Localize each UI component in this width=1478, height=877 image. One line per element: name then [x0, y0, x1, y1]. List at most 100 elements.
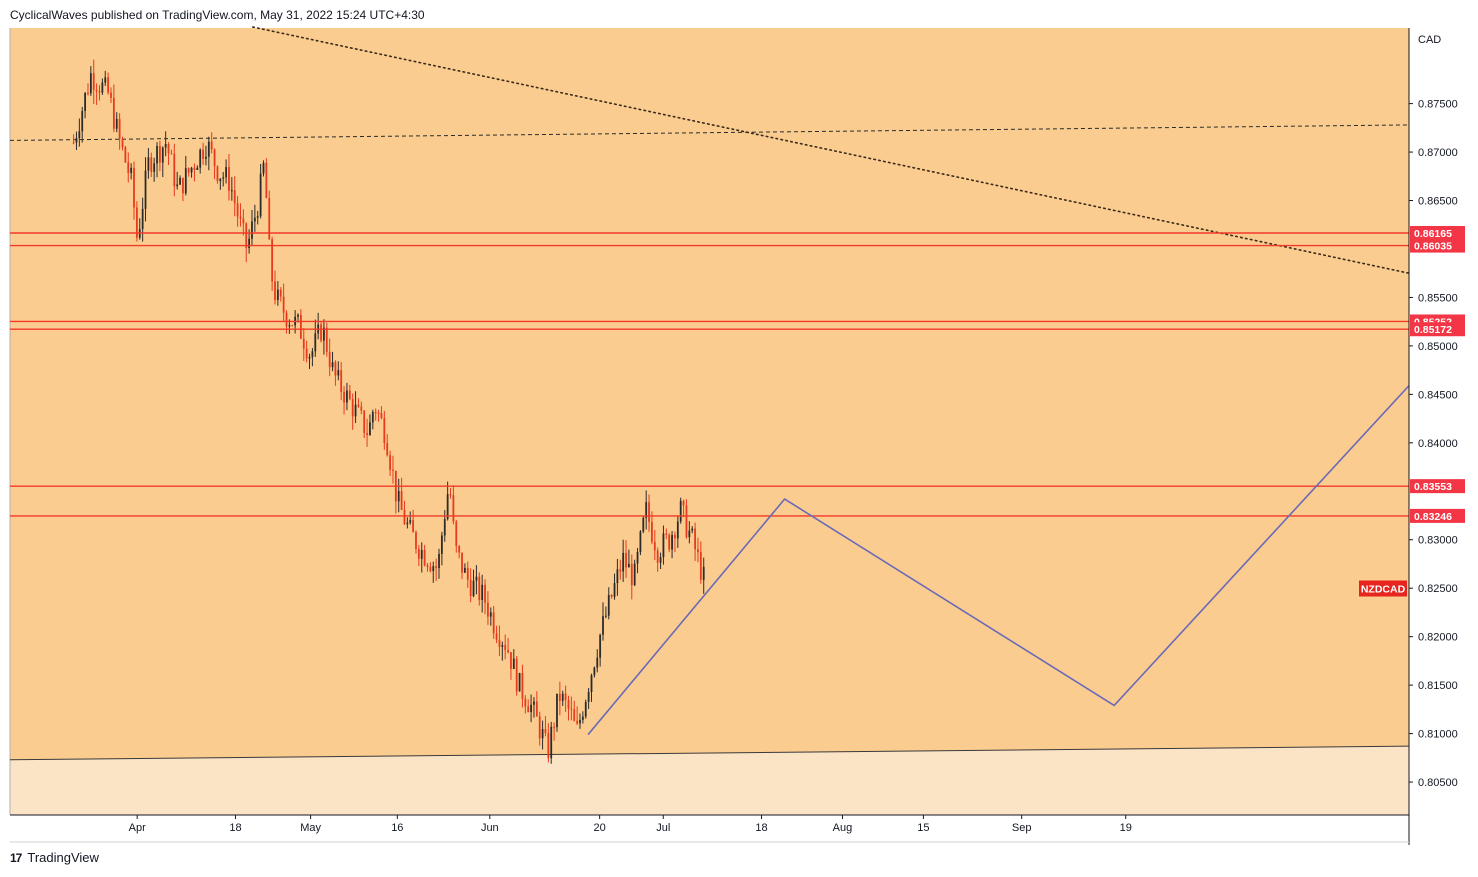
candle-body — [253, 217, 256, 222]
candle-body — [668, 534, 671, 550]
price-tick-label: 0.85500 — [1418, 292, 1458, 304]
time-tick-label: Apr — [129, 822, 146, 834]
candle-body — [190, 167, 193, 173]
candle-body — [547, 733, 550, 759]
candle-body — [202, 149, 204, 159]
candle-body — [81, 111, 84, 132]
candle-body — [694, 528, 696, 550]
candle-body — [406, 522, 409, 525]
price-chart[interactable]: 0.861650.860350.852520.851720.835530.832… — [0, 0, 1478, 845]
candle-body — [475, 576, 478, 581]
time-tick-label: 16 — [391, 822, 403, 834]
symbol-label: NZDCAD — [1361, 584, 1406, 596]
candle-body — [466, 567, 469, 580]
candle-body — [251, 221, 253, 239]
candle-body — [193, 167, 196, 170]
candle-body — [84, 93, 87, 112]
candle-body — [187, 168, 190, 173]
candle-body — [449, 494, 452, 496]
candle-body — [622, 552, 625, 572]
candle-body — [512, 658, 515, 669]
candle-body — [435, 566, 438, 569]
candle-body — [104, 77, 107, 83]
time-tick-label: May — [300, 822, 321, 834]
price-axis[interactable]: CAD 0.87500 0.87000 0.86500 0.85500 0.85000 0.… — [1408, 28, 1458, 845]
candle-body — [679, 500, 682, 522]
level-label-bg — [1410, 508, 1465, 523]
time-tick-label: Sep — [1012, 822, 1032, 834]
candle-body — [124, 147, 127, 163]
support-line — [9, 745, 1410, 761]
time-tick-label: 18 — [229, 822, 241, 834]
candle-body — [699, 552, 702, 580]
candle-body — [144, 170, 147, 209]
time-tick-label: 18 — [755, 822, 767, 834]
candle-body — [242, 218, 245, 224]
candle-body — [354, 404, 357, 417]
level-label: 0.85172 — [1414, 324, 1452, 336]
candle-body — [369, 422, 371, 436]
candle-body — [282, 296, 285, 313]
price-tick-label: 0.83000 — [1418, 535, 1458, 547]
candle-body — [625, 552, 627, 568]
candle-body — [121, 138, 124, 148]
candle-body — [248, 238, 251, 248]
candle-body — [662, 533, 665, 558]
candle-body — [184, 168, 187, 194]
time-tick-label: 19 — [1120, 822, 1132, 834]
candle-body — [507, 650, 509, 653]
candle-body — [469, 579, 472, 597]
tradingview-footer[interactable]: 17 TradingView — [10, 850, 99, 865]
trendlines — [9, 26, 1410, 761]
candle-body — [156, 146, 158, 164]
candle-body — [472, 580, 475, 597]
candle-body — [127, 162, 130, 173]
candle-body — [377, 413, 380, 415]
candle-body — [487, 602, 489, 617]
candle-body — [645, 502, 648, 518]
candle-body — [334, 362, 337, 376]
candle-body — [386, 443, 389, 456]
price-tick-label: 0.82500 — [1418, 583, 1458, 595]
candle-body — [205, 156, 207, 159]
price-tick-label: 0.84000 — [1418, 438, 1458, 450]
candle-body — [556, 693, 558, 728]
level-label-bg — [1410, 322, 1465, 337]
candle-body — [691, 528, 694, 531]
candle-body — [478, 576, 481, 600]
candle-body — [383, 417, 386, 444]
candle-body — [685, 505, 688, 538]
candle-body — [561, 693, 564, 701]
candle-body — [651, 521, 653, 542]
price-tick-label: 0.86500 — [1418, 196, 1458, 208]
candle-body — [558, 693, 561, 701]
candle-body — [115, 118, 118, 129]
candle-body — [489, 612, 492, 617]
publisher-line: CyclicalWaves published on TradingView.c… — [10, 8, 425, 22]
candle-body — [299, 314, 302, 339]
time-axis[interactable]: Apr 18 May 16 Jun 20 Jul 18 Aug 15 Sep 19 — [10, 814, 1409, 843]
candle-body — [636, 552, 639, 564]
candle-body — [305, 348, 308, 359]
projection-zigzag — [587, 385, 1410, 736]
price-tick-label: 0.85000 — [1418, 341, 1458, 353]
price-tick-label: 0.84500 — [1418, 389, 1458, 401]
candle-body — [616, 569, 619, 584]
candle-body — [161, 147, 164, 163]
candle-body — [648, 502, 650, 522]
price-tick-label: 0.80500 — [1418, 777, 1458, 789]
candle-body — [400, 491, 403, 510]
candle-body — [613, 583, 616, 597]
candle-body — [521, 673, 524, 699]
candle-body — [343, 391, 345, 403]
candle-body — [210, 141, 213, 150]
candle-body — [308, 357, 311, 359]
price-tick-label: 0.87000 — [1418, 147, 1458, 159]
lower-band — [10, 746, 1409, 815]
candle-body — [98, 91, 101, 93]
candle-body — [501, 645, 504, 647]
candle-body — [182, 177, 184, 194]
candle-body — [346, 390, 348, 403]
candle-body — [440, 535, 443, 554]
candle-body — [455, 521, 458, 547]
